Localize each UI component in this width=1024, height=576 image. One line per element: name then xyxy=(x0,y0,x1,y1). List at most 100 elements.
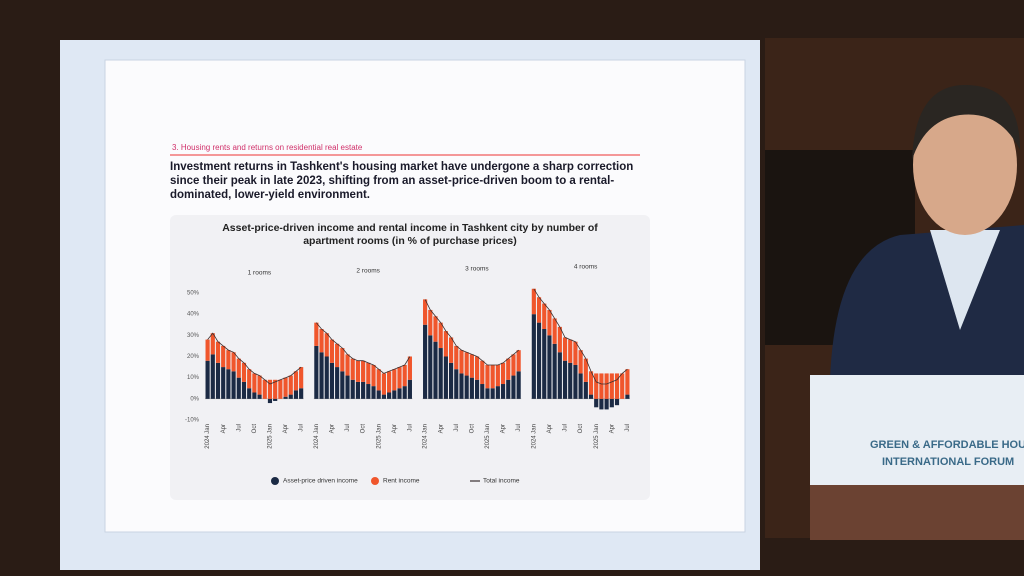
rent-bar xyxy=(614,373,620,399)
rent-bar xyxy=(459,350,464,374)
asset-bar xyxy=(221,367,226,399)
asset-bar xyxy=(459,373,464,399)
asset-bar xyxy=(433,341,438,399)
rent-bar xyxy=(231,352,236,372)
rent-bar xyxy=(402,364,407,387)
rent-bar xyxy=(599,373,604,399)
x-tick-label: Oct xyxy=(578,424,584,434)
asset-bar xyxy=(531,314,536,399)
asset-bar xyxy=(625,394,630,399)
rent-bar xyxy=(278,379,283,399)
asset-bar xyxy=(252,392,257,399)
asset-bar xyxy=(578,373,583,399)
x-tick-label: Apr xyxy=(609,424,615,433)
podium-text: INTERNATIONAL FORUM xyxy=(882,456,1014,468)
asset-bar xyxy=(474,379,480,399)
legend-label: Total income xyxy=(483,478,520,485)
x-tick-label: Oct xyxy=(361,424,367,434)
speaker-shirt xyxy=(930,230,1000,330)
total-line xyxy=(207,332,302,385)
asset-bar xyxy=(594,398,599,408)
asset-bar xyxy=(267,398,273,404)
y-tick-label: 50% xyxy=(187,291,200,297)
x-tick-label: Oct xyxy=(252,424,258,434)
x-tick-label: Jul xyxy=(516,424,522,432)
asset-bar xyxy=(428,335,433,399)
rent-bar xyxy=(355,360,361,382)
rent-bar xyxy=(324,333,329,357)
rent-bar xyxy=(552,318,557,344)
legend-label: Rent income xyxy=(383,478,420,485)
x-tick-label: Apr xyxy=(330,424,336,433)
y-tick-label: -10% xyxy=(185,418,200,424)
asset-bar xyxy=(609,398,614,408)
rent-bar xyxy=(293,371,299,391)
podium-text: GREEN & AFFORDABLE HOU xyxy=(870,439,1024,451)
rent-bar xyxy=(609,373,614,399)
asset-bar xyxy=(454,369,459,399)
rent-bar xyxy=(433,316,438,342)
asset-bar xyxy=(568,362,573,399)
asset-bar xyxy=(345,375,350,399)
x-tick-label: Apr xyxy=(438,424,444,433)
asset-bar xyxy=(511,375,516,399)
asset-bar xyxy=(273,398,278,401)
asset-bar xyxy=(542,328,547,399)
asset-bar xyxy=(355,381,361,399)
asset-bar xyxy=(329,362,335,399)
rent-bar xyxy=(464,352,469,376)
rent-bar xyxy=(454,345,459,370)
rent-bar xyxy=(241,362,247,382)
rent-bar xyxy=(578,350,583,374)
podium-base xyxy=(810,485,1024,540)
x-tick-label: Jul xyxy=(625,424,631,432)
asset-bar xyxy=(562,360,568,399)
asset-bar xyxy=(226,369,231,399)
asset-bar xyxy=(371,386,376,399)
x-tick-label: 2025 Jan xyxy=(594,424,600,449)
asset-bar xyxy=(583,381,588,399)
asset-bar xyxy=(516,371,521,399)
asset-bar xyxy=(557,352,562,399)
slide-text: Investment returns in Tashkent's housing… xyxy=(170,161,634,201)
y-tick-label: 30% xyxy=(187,333,200,339)
rent-bar xyxy=(205,339,210,361)
asset-bar xyxy=(485,388,490,399)
asset-bar xyxy=(407,379,412,399)
rent-bar xyxy=(423,299,428,325)
asset-bar xyxy=(500,384,506,399)
rent-bar xyxy=(335,343,340,368)
panel-title: 2 rooms xyxy=(356,268,380,275)
asset-bar xyxy=(283,396,288,399)
asset-bar xyxy=(552,343,557,399)
asset-bar xyxy=(288,394,293,399)
total-line xyxy=(533,288,628,385)
asset-bar xyxy=(604,398,609,410)
rent-bar xyxy=(469,354,474,378)
asset-bar xyxy=(231,371,236,399)
rent-bar xyxy=(387,371,392,393)
x-tick-label: 2024 Jan xyxy=(423,424,429,449)
rent-bar xyxy=(536,297,542,323)
rent-bar xyxy=(252,373,257,393)
total-line xyxy=(315,322,411,374)
x-tick-label: 2024 Jan xyxy=(531,424,537,449)
rent-bar xyxy=(288,375,293,395)
y-tick-label: 10% xyxy=(187,375,200,381)
podium xyxy=(810,375,1024,485)
asset-bar xyxy=(205,360,210,399)
rent-bar xyxy=(474,356,480,380)
rent-bar xyxy=(573,341,578,365)
legend-marker xyxy=(271,477,279,485)
x-tick-label: Apr xyxy=(547,424,553,433)
asset-bar xyxy=(361,381,366,399)
rent-bar xyxy=(506,358,511,380)
rent-bar xyxy=(407,356,412,380)
asset-bar xyxy=(324,356,329,399)
rent-bar xyxy=(620,373,625,399)
rent-bar xyxy=(438,322,443,349)
rent-bar xyxy=(376,369,381,391)
rent-bar xyxy=(500,362,506,385)
asset-bar xyxy=(423,324,428,399)
